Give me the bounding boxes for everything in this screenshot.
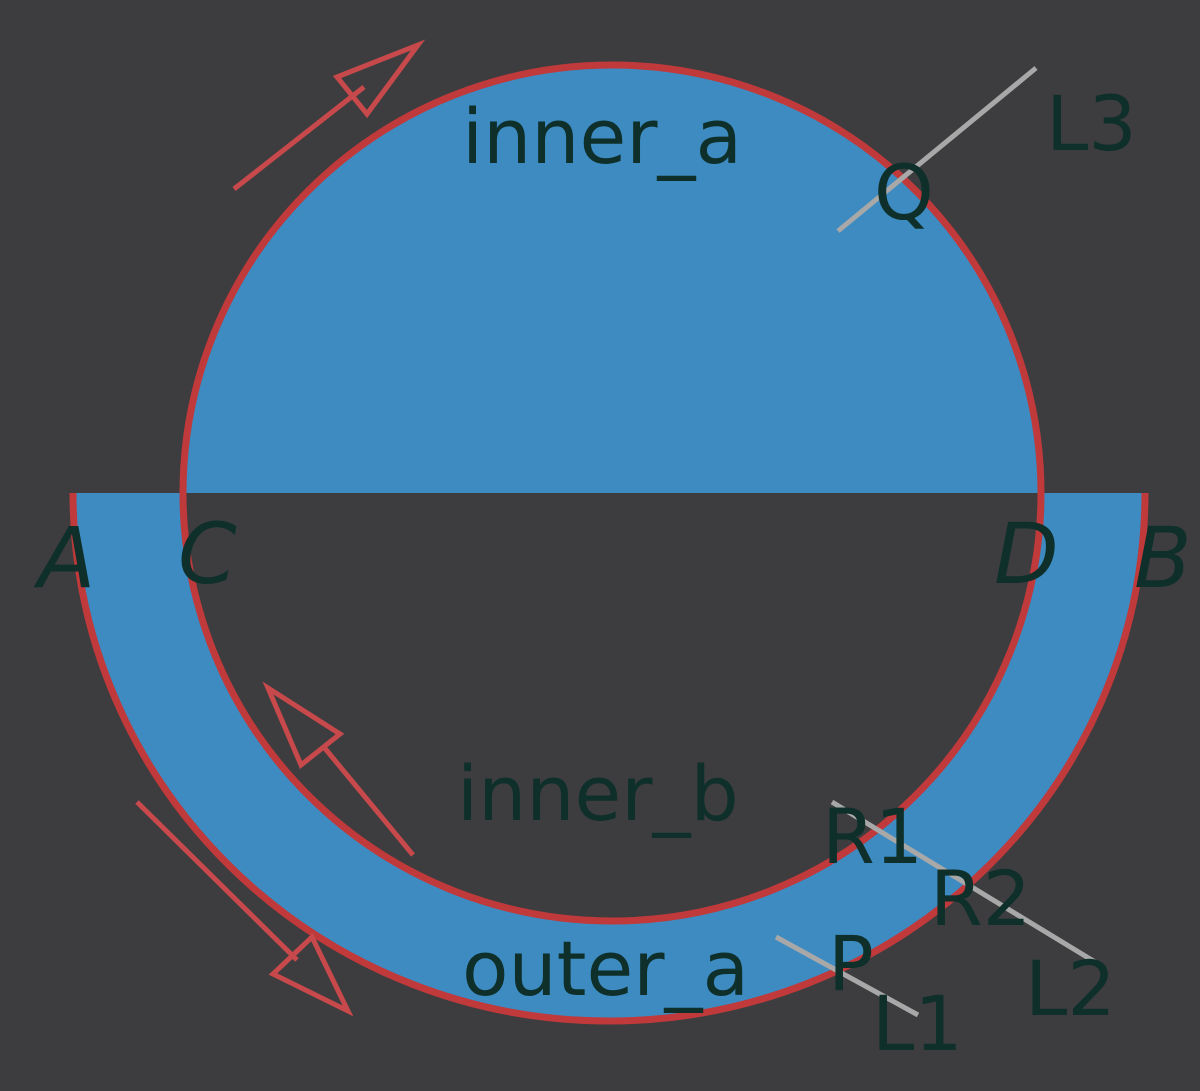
label-point-a: A	[33, 509, 95, 607]
label-inner-a: inner_a	[462, 92, 742, 181]
label-point-c: C	[178, 505, 237, 603]
inner-a-region	[183, 65, 1041, 493]
label-point-r1: R1	[822, 792, 923, 881]
label-outer-a: outer_a	[462, 924, 749, 1013]
label-point-p: P	[828, 919, 874, 1008]
label-line-l2: L2	[1025, 944, 1116, 1033]
outer-arc	[69, 492, 1149, 1025]
line-l2	[830, 799, 1102, 968]
inner-circle	[179, 61, 1045, 925]
arrow-inner-a	[232, 39, 426, 191]
line-l3	[836, 66, 1038, 233]
label-point-q: Q	[874, 148, 934, 237]
label-point-r2: R2	[930, 854, 1031, 943]
label-point-d: D	[994, 505, 1059, 603]
inner-b-hole	[183, 493, 1041, 921]
label-inner-b: inner_b	[457, 749, 739, 838]
label-line-l1: L1	[872, 979, 963, 1068]
arrow-inner-b	[262, 681, 415, 857]
label-point-b: B	[1134, 509, 1192, 607]
line-l1	[774, 934, 920, 1018]
arrow-outer-a	[135, 800, 354, 1017]
label-line-l3: L3	[1046, 79, 1137, 168]
